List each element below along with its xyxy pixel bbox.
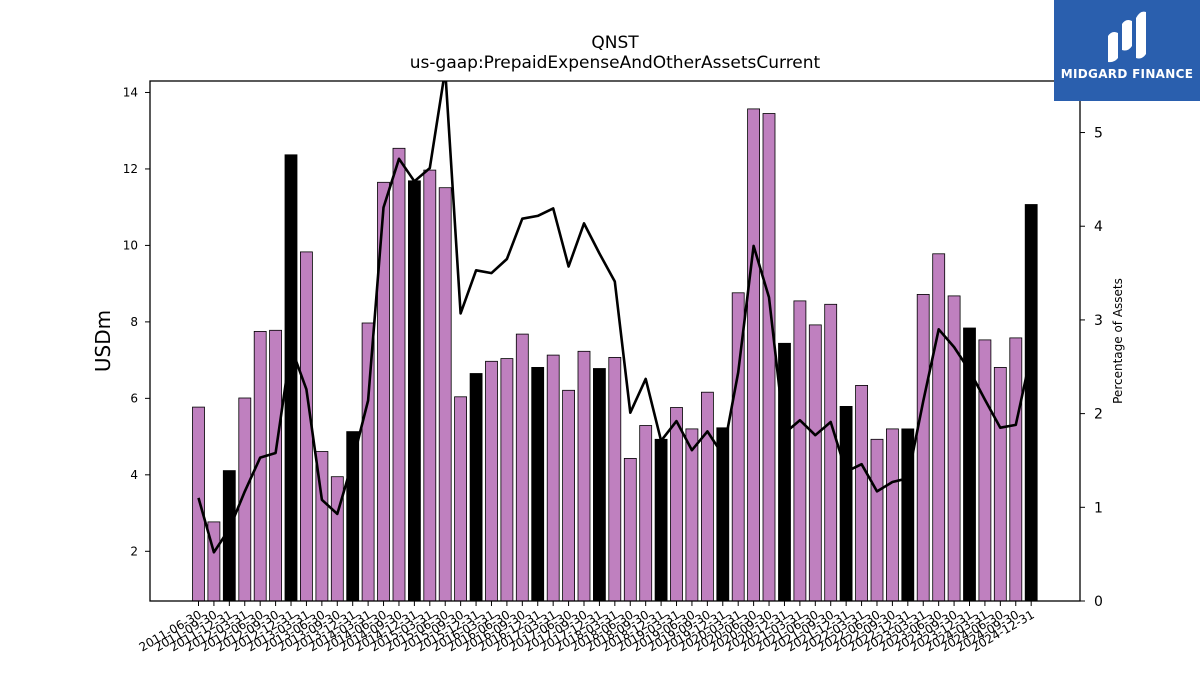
- bar-2022-03-31: [855, 384, 868, 602]
- bar-2018-03-31: [608, 356, 622, 602]
- bar-2018-12-31: [654, 438, 668, 602]
- y2-tick-label: 4: [1094, 219, 1103, 235]
- logo-text: MIDGARD FINANCE: [1060, 67, 1194, 81]
- y2-tick-label: 1: [1094, 500, 1103, 516]
- bar-2016-09-30: [515, 333, 529, 602]
- bar-2021-12-31: [839, 405, 853, 602]
- bar-2021-09-30: [824, 303, 838, 602]
- bar-2021-06-30: [808, 324, 822, 602]
- bar-2017-06-30: [562, 389, 575, 602]
- bar-2016-03-31: [485, 360, 498, 602]
- bar-2014-03-31: [361, 322, 375, 602]
- bar-2020-06-30: [747, 108, 760, 602]
- bar-2023-06-30: [932, 253, 946, 602]
- y-tick-label: 4: [130, 468, 138, 482]
- x-ticks-group: 2011-06-302011-09-302011-12-312012-03-31…: [137, 601, 1037, 654]
- bar-2024-12-31: [1024, 204, 1038, 602]
- bar-2014-09-30: [392, 147, 406, 602]
- bar-2019-06-30: [685, 428, 699, 602]
- bar-2017-12-31: [593, 368, 606, 602]
- bar-2024-06-30: [993, 366, 1007, 602]
- bar-2017-03-31: [546, 354, 560, 602]
- y2-ticks-group: 0 1 2 3 4 5: [1080, 126, 1103, 610]
- bar-2020-12-31: [778, 342, 791, 602]
- bar-2015-09-30: [454, 396, 468, 602]
- bar-2016-12-31: [531, 366, 545, 602]
- percentage-line: [197, 81, 1033, 554]
- bar-2022-09-30: [886, 428, 899, 602]
- bar-2015-06-30: [438, 187, 452, 602]
- y-axis-label: USDm: [91, 310, 115, 372]
- y2-tick-label: 3: [1094, 313, 1103, 329]
- bar-2019-09-30: [701, 391, 714, 602]
- bar-2014-12-31: [407, 180, 421, 602]
- y2-tick-label: 2: [1094, 407, 1103, 423]
- bar-2022-06-30: [870, 438, 884, 602]
- chart-subtitle: us-gaap:PrepaidExpenseAndOtherAssetsCurr…: [409, 53, 821, 73]
- y-ticks-group: 2 4 6 8 10 12 14: [123, 85, 150, 558]
- bar-2019-03-31: [670, 407, 683, 602]
- logo-mark-icon: [1108, 11, 1146, 63]
- bar-2018-06-30: [623, 457, 637, 602]
- bar-2020-09-30: [762, 113, 776, 602]
- y2-tick-label: 0: [1094, 594, 1103, 610]
- bar-2012-09-30: [269, 329, 283, 602]
- bar-2023-03-31: [916, 293, 930, 602]
- line-group: [197, 81, 1033, 554]
- y2-axis-label: Percentage of Assets: [1111, 278, 1125, 404]
- y-tick-label: 6: [130, 391, 138, 405]
- y-tick-label: 10: [123, 238, 138, 252]
- bar-2021-03-31: [793, 300, 807, 602]
- bar-2016-06-30: [500, 358, 514, 602]
- brand-logo: MIDGARD FINANCE: [1054, 0, 1200, 101]
- chart-title: QNST: [591, 33, 639, 53]
- bar-2017-09-30: [577, 350, 591, 602]
- y-tick-label: 12: [123, 162, 138, 176]
- y-tick-label: 14: [123, 85, 138, 99]
- bar-2024-03-31: [978, 339, 992, 602]
- bar-2024-09-30: [1009, 337, 1023, 602]
- y-tick-label: 8: [130, 315, 138, 329]
- bar-2015-03-31: [423, 169, 437, 602]
- y-tick-label: 2: [130, 544, 138, 558]
- bar-2018-09-30: [639, 425, 653, 602]
- y2-tick-label: 5: [1094, 126, 1103, 142]
- bar-2015-12-31: [469, 373, 483, 602]
- bar-2011-06-30: [192, 406, 205, 602]
- bars-group: [192, 108, 1038, 602]
